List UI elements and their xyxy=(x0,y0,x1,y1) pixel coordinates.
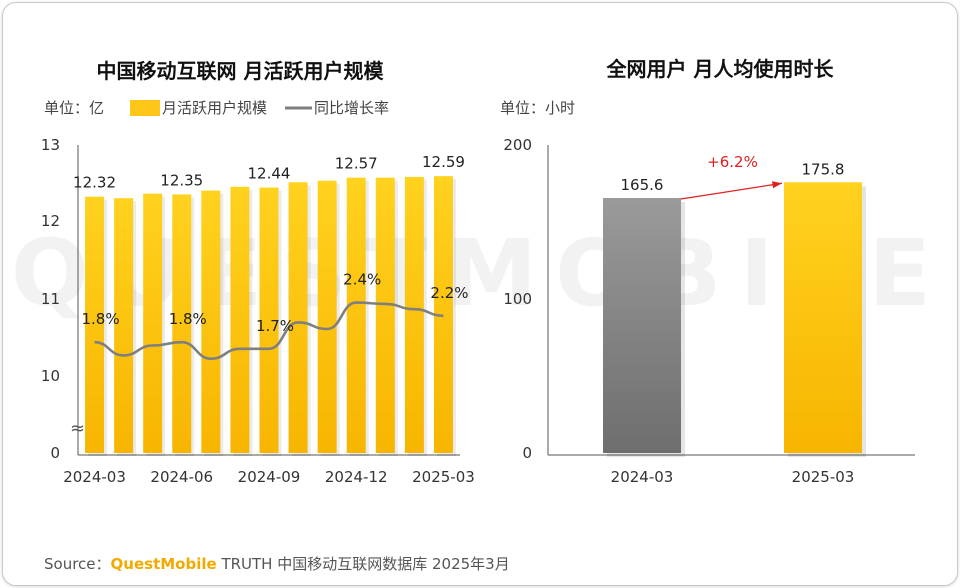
duration-bar-label: 175.8 xyxy=(802,160,845,178)
right-x-tick-label: 2024-03 xyxy=(611,468,674,486)
growth-rate-line xyxy=(94,301,444,361)
right-y-tick-label: 200 xyxy=(503,136,532,154)
left-x-tick-label: 2024-03 xyxy=(63,468,126,486)
mau-bar-label: 12.59 xyxy=(422,153,465,171)
left-unit-label: 单位：亿 xyxy=(44,99,104,117)
growth-arrow xyxy=(680,181,783,200)
mau-bar xyxy=(317,180,337,453)
right-chart-title: 全网用户 月人均使用时长 xyxy=(606,57,835,81)
left-y-tick-label: 0 xyxy=(50,444,60,462)
left-chart-title: 中国移动互联网 月活跃用户规模 xyxy=(97,59,385,83)
right-y-tick-label: 100 xyxy=(503,290,532,308)
source-note: Source：QuestMobile TRUTH 中国移动互联网数据库 2025… xyxy=(44,553,510,574)
mau-bar xyxy=(201,190,221,453)
mau-bar xyxy=(85,196,105,453)
source-brand: QuestMobile xyxy=(110,555,217,573)
right-unit-label: 单位：小时 xyxy=(500,99,575,117)
duration-bar xyxy=(784,182,862,453)
growth-rate-label: 2.4% xyxy=(343,271,381,289)
legend-bar-label: 月活跃用户规模 xyxy=(162,99,267,117)
mau-bar xyxy=(259,187,279,453)
mau-bar xyxy=(346,177,366,453)
left-y-tick-label: 10 xyxy=(41,367,60,385)
mau-bar xyxy=(172,194,192,453)
duration-bar xyxy=(603,197,681,453)
left-y-tick-label: 12 xyxy=(41,212,60,230)
growth-rate-label: 1.8% xyxy=(169,310,207,328)
mau-bar xyxy=(114,198,134,453)
mau-bar-label: 12.57 xyxy=(335,155,378,173)
growth-rate-label: 1.8% xyxy=(81,310,119,328)
mau-bar xyxy=(404,176,424,454)
axis-break-symbol: ≈ xyxy=(70,418,85,439)
left-y-tick-label: 11 xyxy=(41,290,60,308)
mau-bar xyxy=(288,182,308,454)
right-x-tick-label: 2025-03 xyxy=(792,468,855,486)
left-y-tick-label: 13 xyxy=(41,136,60,154)
mau-bar xyxy=(375,177,395,453)
growth-rate-label: 2.2% xyxy=(430,284,468,302)
mau-bar-label: 12.35 xyxy=(160,171,203,189)
mau-bar xyxy=(230,186,250,454)
watermark-text: QUESTMOBILE xyxy=(11,220,949,327)
mau-bar xyxy=(143,193,163,453)
left-x-tick-label: 2024-06 xyxy=(150,468,213,486)
source-prefix: Source： xyxy=(44,555,111,573)
duration-bar-label: 165.6 xyxy=(621,176,664,194)
growth-annotation: +6.2% xyxy=(707,153,758,171)
left-x-tick-label: 2024-09 xyxy=(238,468,301,486)
growth-rate-label: 1.7% xyxy=(256,317,294,335)
mau-bar-label: 12.32 xyxy=(73,174,116,192)
legend-bar-swatch xyxy=(130,100,160,116)
mau-bar-label: 12.44 xyxy=(248,165,291,183)
source-rest: TRUTH 中国移动互联网数据库 2025年3月 xyxy=(216,555,510,573)
left-x-tick-label: 2024-12 xyxy=(325,468,388,486)
right-y-tick-label: 0 xyxy=(522,444,532,462)
left-x-tick-label: 2025-03 xyxy=(412,468,475,486)
legend-line-label: 同比增长率 xyxy=(314,99,389,117)
